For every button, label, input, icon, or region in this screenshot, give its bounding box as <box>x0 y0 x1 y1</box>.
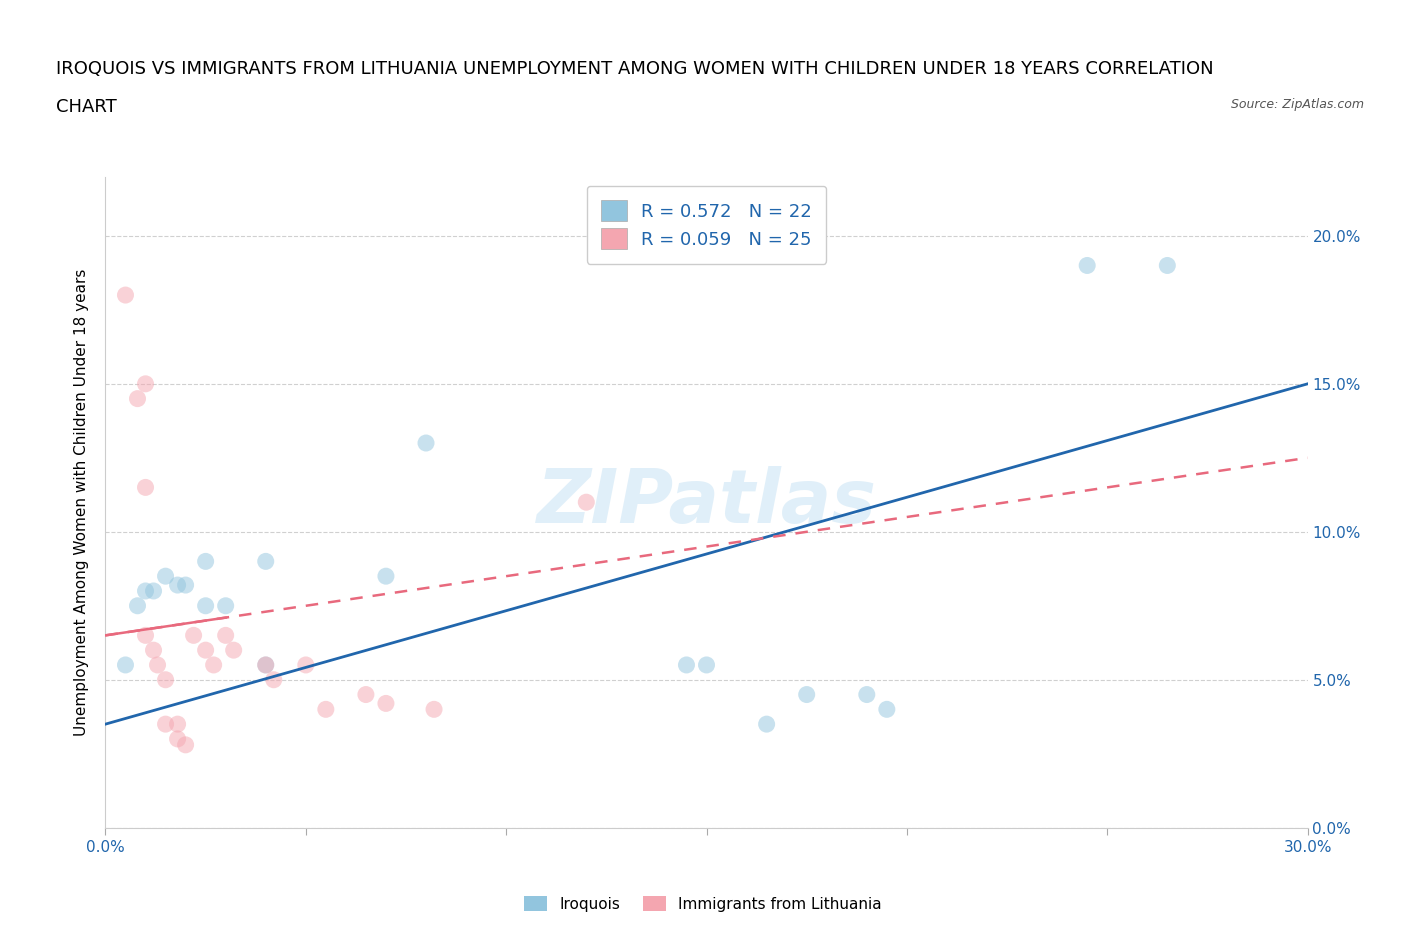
Point <box>254 658 277 672</box>
Point <box>214 598 236 613</box>
Point <box>174 578 197 592</box>
Point <box>194 598 217 613</box>
Point <box>174 737 197 752</box>
Text: CHART: CHART <box>56 98 117 115</box>
Point <box>696 658 718 672</box>
Point <box>127 598 149 613</box>
Point <box>155 569 177 584</box>
Point <box>254 554 277 569</box>
Text: Source: ZipAtlas.com: Source: ZipAtlas.com <box>1230 98 1364 111</box>
Point <box>146 658 169 672</box>
Text: IROQUOIS VS IMMIGRANTS FROM LITHUANIA UNEMPLOYMENT AMONG WOMEN WITH CHILDREN UND: IROQUOIS VS IMMIGRANTS FROM LITHUANIA UN… <box>56 60 1213 78</box>
Point <box>876 702 898 717</box>
Point <box>222 643 245 658</box>
Point <box>755 717 778 732</box>
Point <box>214 628 236 643</box>
Point <box>315 702 337 717</box>
Point <box>127 392 149 406</box>
Point <box>166 732 188 747</box>
Point <box>135 377 157 392</box>
Point <box>166 578 188 592</box>
Point <box>855 687 877 702</box>
Point <box>142 643 165 658</box>
Point <box>263 672 285 687</box>
Point <box>374 696 398 711</box>
Point <box>114 287 136 302</box>
Point <box>423 702 446 717</box>
Legend: R = 0.572   N = 22, R = 0.059   N = 25: R = 0.572 N = 22, R = 0.059 N = 25 <box>586 186 827 263</box>
Point <box>575 495 598 510</box>
Point <box>374 569 398 584</box>
Point <box>1156 258 1178 272</box>
Point <box>295 658 318 672</box>
Point <box>202 658 225 672</box>
Point <box>155 672 177 687</box>
Point <box>135 480 157 495</box>
Point <box>254 658 277 672</box>
Point <box>675 658 697 672</box>
Point <box>194 643 217 658</box>
Point <box>1076 258 1098 272</box>
Point <box>183 628 205 643</box>
Point <box>415 435 437 450</box>
Legend: Iroquois, Immigrants from Lithuania: Iroquois, Immigrants from Lithuania <box>517 889 889 918</box>
Point <box>155 717 177 732</box>
Point <box>135 628 157 643</box>
Point <box>796 687 818 702</box>
Point <box>194 554 217 569</box>
Text: ZIPatlas: ZIPatlas <box>537 466 876 538</box>
Point <box>354 687 377 702</box>
Point <box>114 658 136 672</box>
Point <box>135 583 157 598</box>
Y-axis label: Unemployment Among Women with Children Under 18 years: Unemployment Among Women with Children U… <box>75 269 90 736</box>
Point <box>142 583 165 598</box>
Point <box>166 717 188 732</box>
